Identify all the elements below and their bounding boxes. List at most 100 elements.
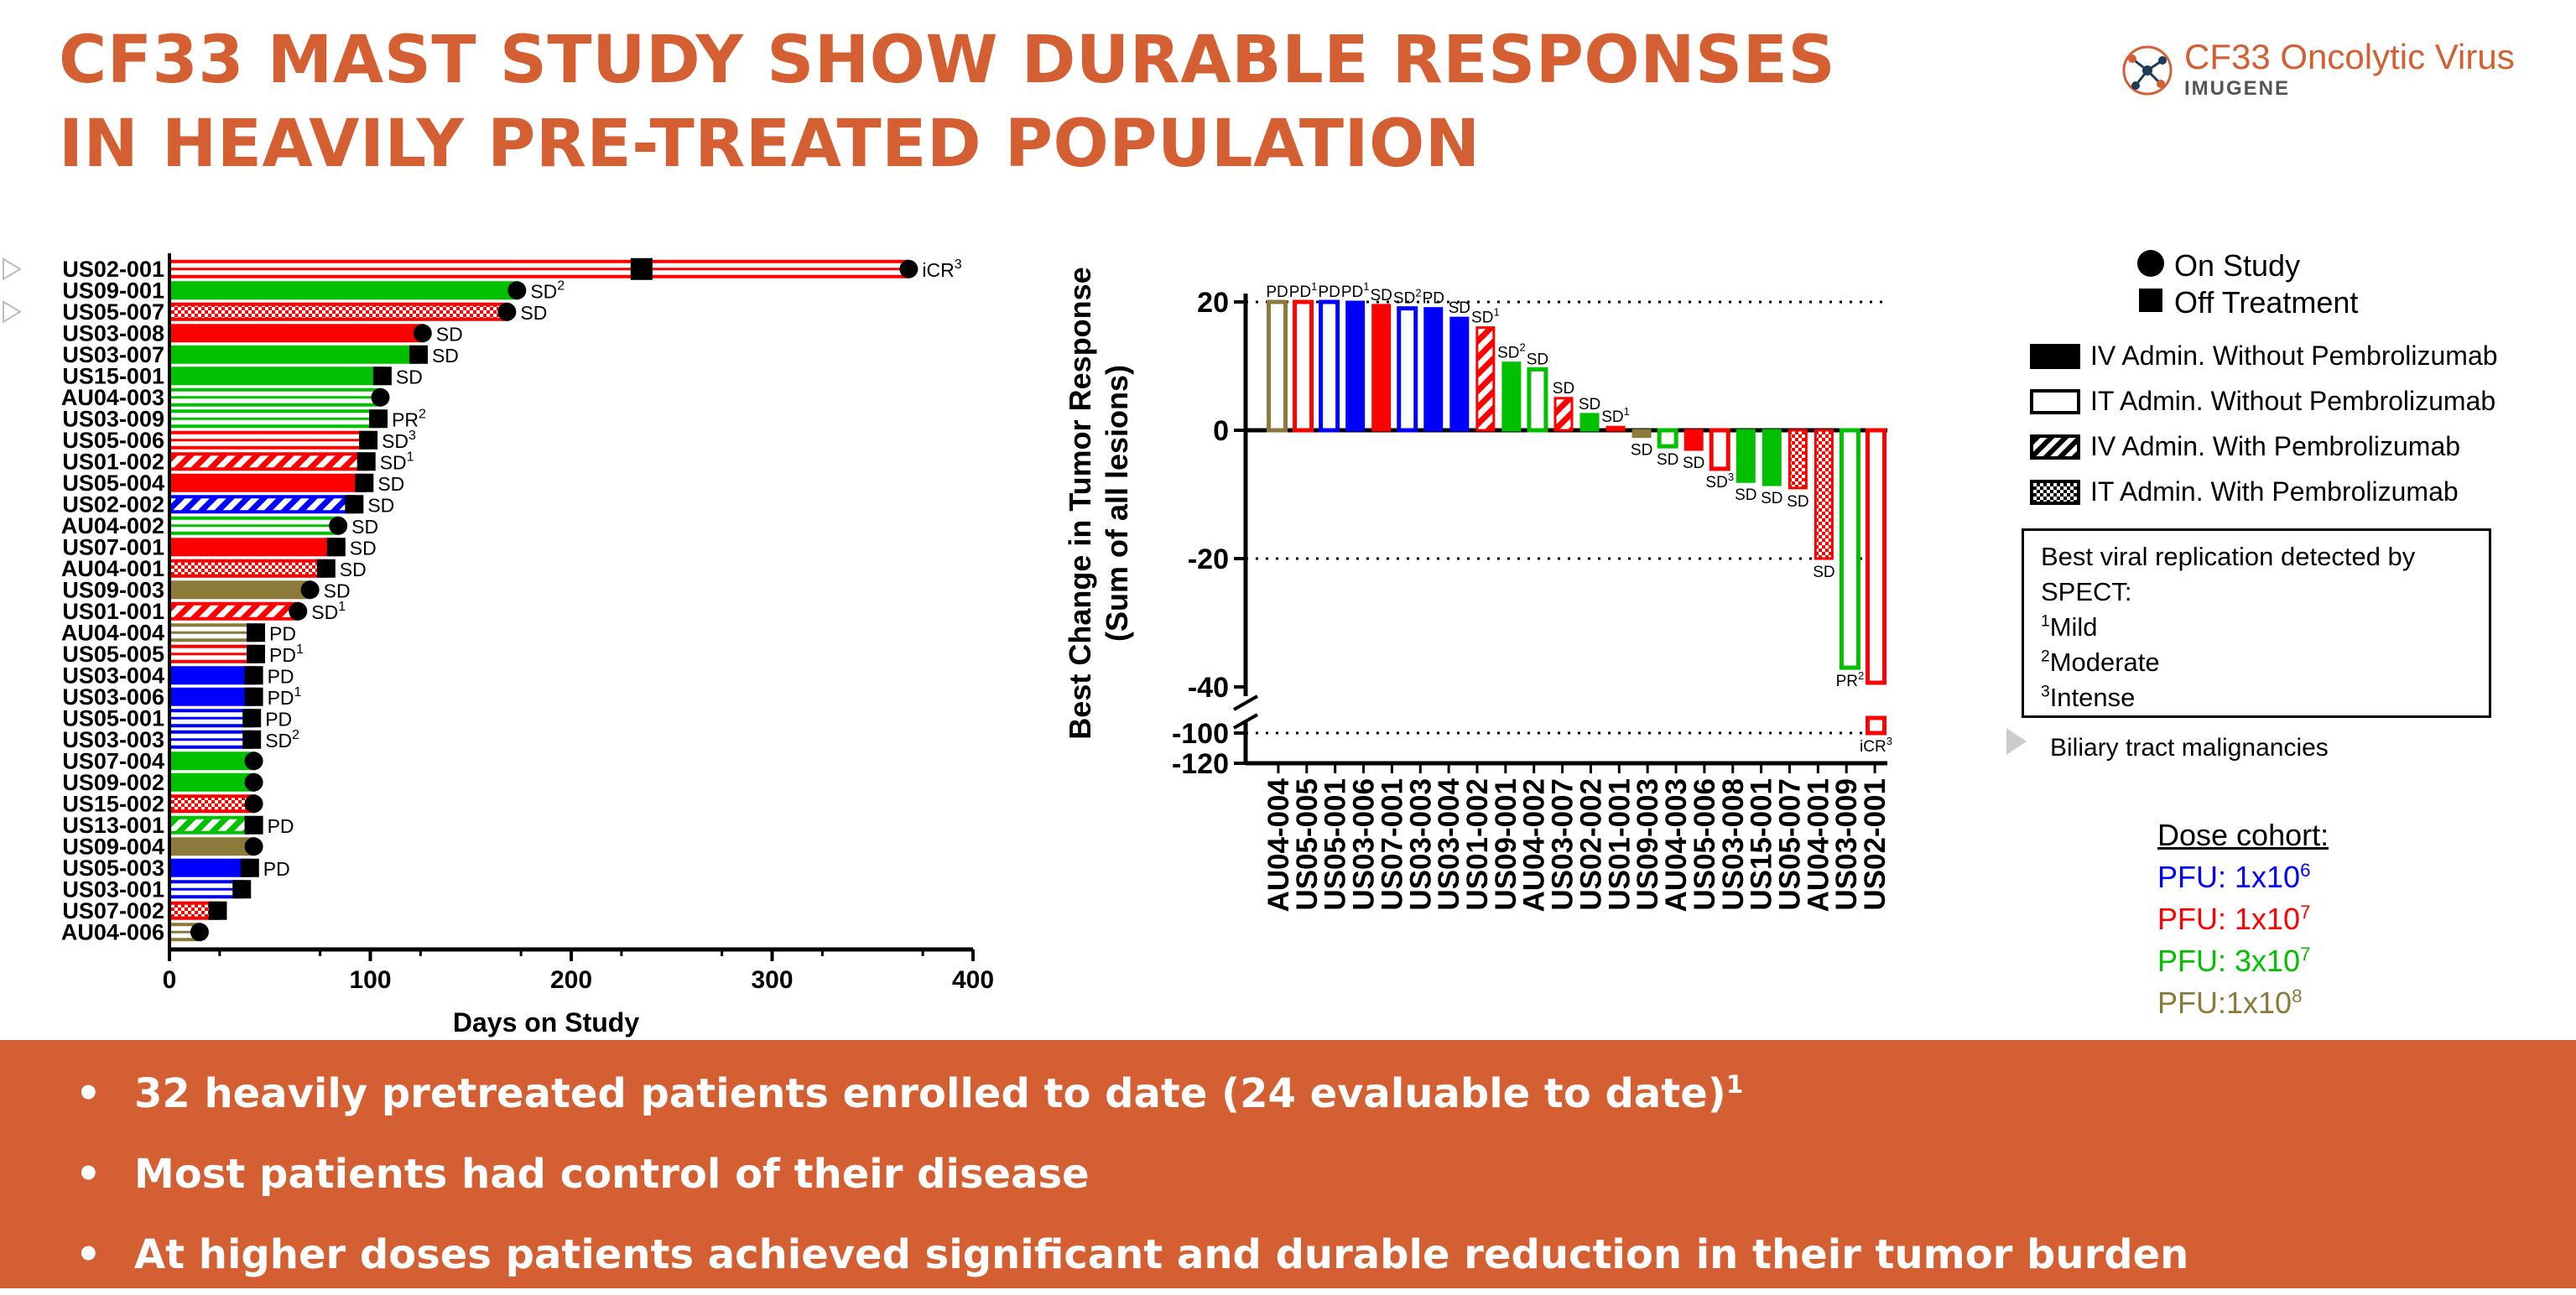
patient-id-label: AU04-001 <box>61 556 164 581</box>
waterfall-bar-group: SD <box>1449 299 1470 432</box>
swimmer-bar <box>168 580 312 600</box>
waterfall-bar <box>1501 361 1522 432</box>
response-label: PD1 <box>1289 280 1318 301</box>
patient-id-label: US09-002 <box>62 770 164 795</box>
on-study-marker <box>300 580 320 600</box>
off-treatment-marker <box>369 409 388 429</box>
patient-id-label: US03-009 <box>62 406 164 431</box>
swimmer-row: US07-004 <box>62 748 263 773</box>
swimmer-row: US07-001 SD <box>62 534 376 559</box>
patient-id-label: US07-004 <box>62 748 164 773</box>
waterfall-bar <box>1839 428 1860 670</box>
x-tick-label: 100 <box>349 966 391 994</box>
dose-item-3e7: PFU: 3x107 <box>2157 944 2311 978</box>
biliary-triangle-icon <box>3 299 22 324</box>
response-label: SD <box>1787 493 1808 511</box>
waterfall-bar <box>1814 429 1834 560</box>
waterfall-bar-group: SD <box>1761 429 1783 507</box>
off-treatment-marker <box>326 538 346 557</box>
response-label: SD <box>351 516 378 538</box>
swimmer-row: US09-003 SD <box>62 577 350 602</box>
legend-panel: On Study Off Treatment IV Admin. Without… <box>2006 243 2567 1048</box>
swimmer-bar <box>168 324 424 343</box>
swimmer-row: US05-007 SD <box>3 299 547 325</box>
spect-box: Best viral replication detected by SPECT… <box>2022 528 2491 718</box>
x-category-label: US05-006 <box>1689 778 1721 911</box>
waterfall-bar-group: SD2 <box>1393 287 1422 433</box>
response-label: SD <box>1579 396 1600 413</box>
response-label: SD <box>367 494 394 516</box>
y-tick-label: -40 <box>1188 672 1229 704</box>
swimmer-row: AU04-004 PD <box>61 620 296 645</box>
on-study-marker <box>244 772 263 792</box>
waterfall-bar-group: SD <box>1683 429 1704 472</box>
x-category-label: US01-002 <box>1461 778 1494 911</box>
title-line-1: CF33 MAST STUDY SHOW DURABLE RESPONSES <box>59 23 1836 98</box>
waterfall-bar <box>1579 413 1600 432</box>
patient-id-label: US09-003 <box>62 577 164 602</box>
response-label: SD1 <box>311 600 346 623</box>
off-treatment-marker <box>409 345 428 364</box>
swimmer-bar <box>168 666 256 685</box>
on-study-marker <box>289 601 308 621</box>
waterfall-bar <box>1657 428 1678 449</box>
waterfall-bar-group: PD <box>1423 290 1444 432</box>
patient-id-label: US05-001 <box>62 705 164 731</box>
swimmer-bar <box>168 345 420 364</box>
off-treatment-marker <box>232 880 252 899</box>
off-treatment-marker <box>345 495 364 514</box>
patient-id-label: US01-002 <box>62 449 164 474</box>
waterfall-bar-group: SD <box>1527 351 1548 433</box>
response-label: PD <box>269 622 296 644</box>
response-label: iCR3 <box>1860 735 1892 756</box>
response-label: PD <box>263 858 290 880</box>
iv-with-swatch <box>2030 434 2080 460</box>
patient-id-label: US05-004 <box>62 471 164 496</box>
response-label: PD <box>1423 290 1444 308</box>
swimmer-bar <box>168 687 256 706</box>
patient-id-label: US15-002 <box>62 791 164 816</box>
swimmer-row: AU04-001 SD <box>61 556 367 581</box>
swimmer-row: US05-003 PD <box>62 856 289 881</box>
response-label: PD <box>268 665 294 687</box>
dose-item-1e6: PFU: 1x106 <box>2157 860 2311 894</box>
waterfall-bar-group: SD2 <box>1497 341 1526 432</box>
dose-item-1e8: PFU:1x108 <box>2157 986 2303 1020</box>
swimmer-bar <box>168 837 256 856</box>
patient-id-label: US02-001 <box>62 257 164 282</box>
spect-item-mild: 1Mild <box>2041 612 2098 642</box>
response-label: SD1 <box>1471 306 1500 327</box>
waterfall-bar <box>1684 429 1704 451</box>
response-label: PR2 <box>392 407 426 430</box>
response-label: SD2 <box>530 278 565 302</box>
y-tick-label: -20 <box>1188 543 1229 575</box>
legend-iv-without: IV Admin. Without Pembrolizumab <box>2090 341 2498 371</box>
patient-id-label: AU04-003 <box>61 385 164 410</box>
brand-subtitle: IMUGENE <box>2184 77 2291 100</box>
waterfall-bar <box>1553 397 1574 432</box>
svg-text:Best Change in Tumor Response: Best Change in Tumor Response <box>1063 267 1097 739</box>
response-label: SD3 <box>1705 471 1734 491</box>
patient-id-label: US07-002 <box>62 898 164 923</box>
swimmer-row: US03-001 <box>62 876 252 902</box>
patient-id-label: US05-005 <box>62 642 164 667</box>
legend-it-with: IT Admin. With Pembrolizumab <box>2090 476 2459 507</box>
swimmer-bar <box>168 815 256 835</box>
waterfall-bar-group: SD <box>1787 429 1809 511</box>
on-study-marker <box>190 923 209 942</box>
response-label: SD2 <box>1497 341 1526 362</box>
swimmer-bar <box>168 772 256 792</box>
swimmer-row: AU04-002 SD <box>61 513 378 538</box>
x-category-label: US09-003 <box>1631 778 1664 911</box>
x-category-label: US03-006 <box>1348 778 1381 911</box>
waterfall-bar <box>1865 715 1886 736</box>
waterfall-bar <box>1475 326 1496 432</box>
legend-it-without: IT Admin. Without Pembrolizumab <box>2090 386 2496 416</box>
waterfall-bar-group: SD <box>1657 428 1678 469</box>
patient-id-label: US03-004 <box>62 663 164 688</box>
swimmer-row: US15-002 <box>62 791 263 816</box>
off-treatment-marker <box>242 730 262 749</box>
off-treatment-marker <box>244 815 263 835</box>
waterfall-bar <box>1762 429 1782 486</box>
off-treatment-marker <box>355 473 374 492</box>
